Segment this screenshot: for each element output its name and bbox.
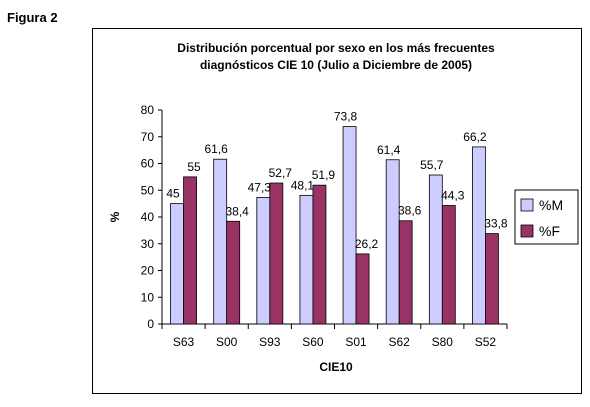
x-tick-label: S63 bbox=[173, 335, 195, 349]
y-axis-label: % bbox=[108, 211, 122, 222]
y-tick-label: 20 bbox=[141, 264, 155, 278]
bar-m bbox=[342, 126, 357, 325]
bar-f bbox=[355, 253, 370, 325]
legend-swatch bbox=[520, 224, 534, 238]
x-tick-label: S00 bbox=[216, 335, 238, 349]
bar-f bbox=[269, 182, 284, 325]
bar-f bbox=[485, 233, 499, 325]
data-label: 61,6 bbox=[205, 142, 229, 156]
bar-m bbox=[385, 159, 400, 325]
y-tick-label: 70 bbox=[141, 130, 155, 144]
x-tick-label: S62 bbox=[389, 335, 411, 349]
y-tick-label: 10 bbox=[141, 290, 155, 304]
bar-f bbox=[312, 184, 327, 325]
data-label: 52,7 bbox=[269, 166, 293, 180]
legend: %M %F bbox=[514, 189, 579, 245]
y-tick-label: 60 bbox=[141, 157, 155, 171]
data-label: 51,9 bbox=[312, 168, 336, 182]
data-label: 26,2 bbox=[355, 237, 379, 251]
y-tick-label: 0 bbox=[147, 317, 154, 331]
x-axis-label: CIE10 bbox=[319, 360, 353, 374]
data-label: 47,3 bbox=[248, 180, 272, 194]
y-tick-label: 80 bbox=[141, 103, 155, 117]
data-label: 44,3 bbox=[441, 188, 465, 202]
x-tick-label: S80 bbox=[432, 335, 454, 349]
data-label: 61,4 bbox=[377, 143, 401, 157]
bar-m bbox=[213, 158, 228, 325]
x-tick-label: S52 bbox=[475, 335, 497, 349]
plot-area: 010203040506070804555S6361,638,4S0047,35… bbox=[141, 103, 508, 349]
data-label: 73,8 bbox=[334, 110, 358, 124]
data-label: 66,2 bbox=[463, 130, 487, 144]
data-label: 55 bbox=[187, 160, 201, 174]
bar-m bbox=[256, 197, 271, 325]
chart-title-line1: Distribución porcentual por sexo en los … bbox=[177, 41, 495, 55]
data-label: 48,1 bbox=[291, 178, 315, 192]
y-tick-label: 30 bbox=[141, 237, 155, 251]
y-tick-label: 40 bbox=[141, 210, 155, 224]
data-label: 38,6 bbox=[398, 204, 422, 218]
bar-f bbox=[441, 205, 456, 325]
figure-label: Figura 2 bbox=[7, 10, 58, 25]
legend-swatch bbox=[520, 198, 534, 212]
bar-f bbox=[226, 220, 241, 325]
y-tick-label: 50 bbox=[141, 183, 155, 197]
x-tick-label: S01 bbox=[345, 335, 367, 349]
chart-title-line2: diagnósticos CIE 10 (Julio a Diciembre d… bbox=[200, 58, 472, 72]
data-label: 38,4 bbox=[226, 204, 250, 218]
bar-f bbox=[183, 176, 197, 325]
x-tick-label: S93 bbox=[259, 335, 281, 349]
bar-f bbox=[398, 220, 413, 325]
data-label: 45 bbox=[166, 187, 180, 201]
legend-label: %F bbox=[539, 223, 560, 239]
bar-m bbox=[170, 203, 184, 325]
data-label: 55,7 bbox=[420, 158, 444, 172]
bar-m bbox=[472, 146, 486, 325]
bar-m bbox=[299, 194, 314, 325]
data-label: 33,8 bbox=[484, 217, 508, 231]
x-tick-label: S60 bbox=[302, 335, 324, 349]
legend-label: %M bbox=[539, 197, 563, 213]
